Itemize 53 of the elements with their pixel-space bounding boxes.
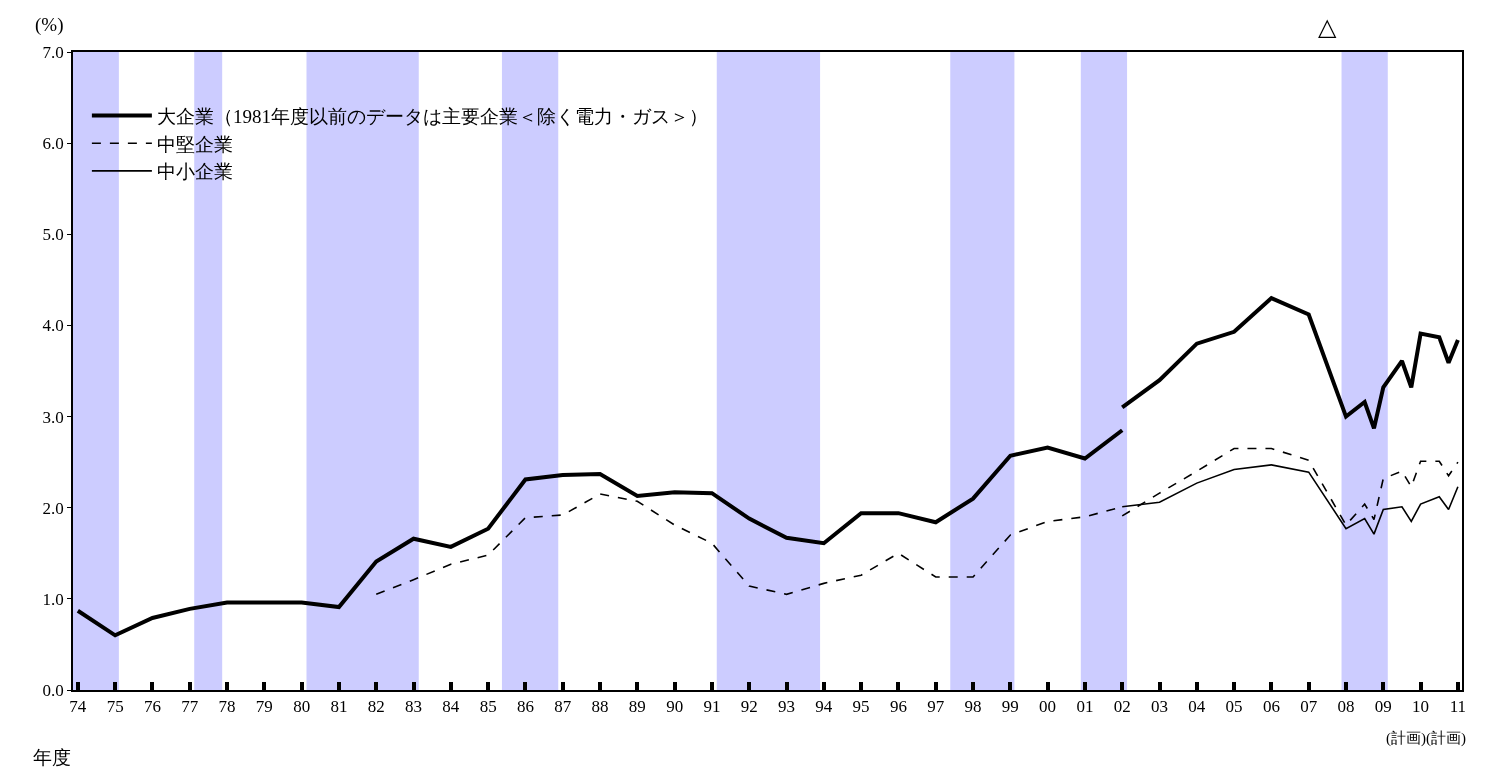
x-tick-label: 80: [293, 697, 311, 717]
x-tick-label: 03: [1151, 697, 1169, 717]
x-tick-label: 06: [1262, 697, 1280, 717]
x-tick-label: 94: [815, 697, 833, 717]
x-tick-label: 91: [703, 697, 721, 717]
text: (計画)(計画): [1386, 730, 1466, 747]
x-tick-label: 78: [218, 697, 236, 717]
legend-label: 中堅企業: [156, 133, 233, 155]
x-tick-label: 99: [1001, 697, 1019, 717]
y-tick-label: 1.0: [42, 589, 64, 609]
x-tick-label: 01: [1076, 697, 1094, 717]
x-axis-title: 年度: [33, 747, 71, 768]
y-tick-label: 7.0: [42, 42, 64, 62]
y-tick-label: 5.0: [42, 225, 64, 245]
y-tick-label: 4.0: [42, 316, 64, 336]
x-tick-label: 88: [591, 697, 609, 717]
legend-label: 中小企業: [156, 161, 233, 183]
x-tick-label: 11: [1449, 697, 1467, 717]
x-tick-label: 79: [255, 697, 273, 717]
x-tick-label: 89: [628, 697, 646, 717]
x-tick-label: 85: [479, 697, 497, 717]
x-tick-label: 86: [516, 697, 534, 717]
text: △: [1318, 14, 1337, 40]
y-tick-label: 2.0: [42, 498, 64, 518]
x-tick-label: 87: [554, 697, 572, 717]
x-tick-label: 04: [1188, 697, 1206, 717]
y-tick-label: 0.0: [42, 680, 64, 700]
x-tick-label: 02: [1113, 697, 1131, 717]
x-tick-label: 00: [1039, 697, 1057, 717]
x-tick-label: 75: [106, 697, 124, 717]
x-tick-label: 92: [740, 697, 758, 717]
x-tick-label: 83: [405, 697, 423, 717]
x-tick-label: 96: [889, 697, 907, 717]
x-tick-label: 81: [330, 697, 348, 717]
x-tick-label: 97: [927, 697, 945, 717]
x-tick-label: 84: [442, 697, 460, 717]
y-tick-label: 3.0: [42, 407, 64, 427]
y-axis-title: (%): [35, 14, 64, 36]
x-tick-label: 05: [1225, 697, 1243, 717]
x-tick-label: 08: [1337, 697, 1355, 717]
x-tick-label: 76: [143, 697, 161, 717]
x-tick-label: 82: [367, 697, 385, 717]
x-tick-label: 10: [1412, 697, 1430, 717]
x-tick-label: 98: [964, 697, 982, 717]
x-tick-label: 93: [778, 697, 796, 717]
x-tick-label: 07: [1300, 697, 1318, 717]
legend-label: 大企業（1981年度以前のデータは主要企業＜除く電力・ガス＞）: [156, 105, 708, 127]
y-tick-label: 6.0: [42, 134, 64, 154]
x-tick-label: 09: [1374, 697, 1392, 717]
x-tick-label: 74: [69, 697, 87, 717]
x-tick-label: 95: [852, 697, 870, 717]
x-tick-label: 90: [666, 697, 684, 717]
x-tick-label: 77: [181, 697, 199, 717]
